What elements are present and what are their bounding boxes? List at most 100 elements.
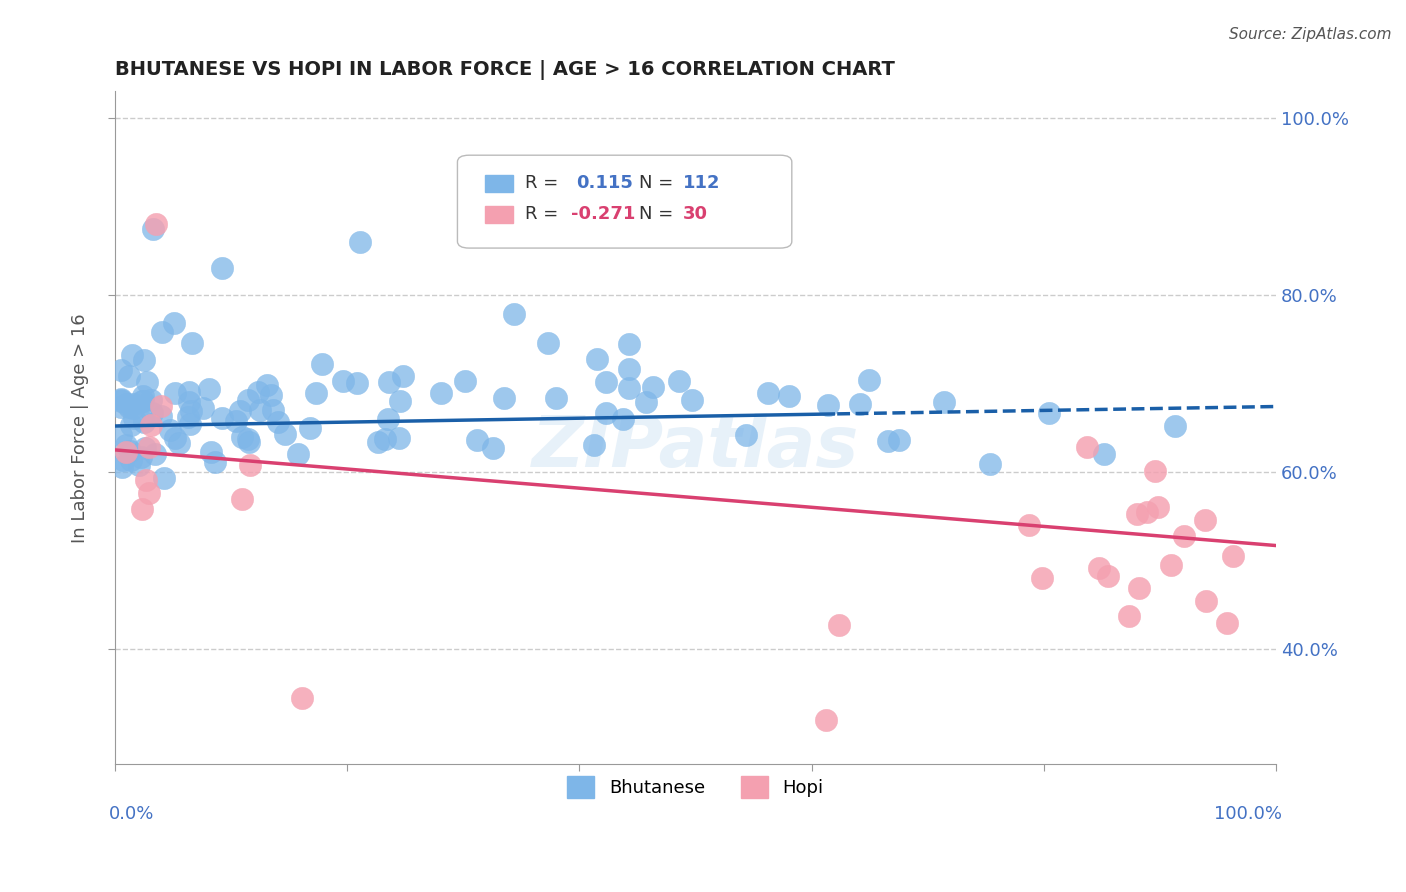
Point <box>165 432 187 446</box>
Point <box>110 393 132 408</box>
Point <box>311 357 333 371</box>
Point <box>641 380 664 394</box>
Point <box>877 434 900 449</box>
Text: 100.0%: 100.0% <box>1213 805 1282 822</box>
Point <box>231 491 253 506</box>
Point <box>1092 447 1115 461</box>
Point <box>134 441 156 455</box>
Point <box>143 447 166 461</box>
Point <box>454 374 477 388</box>
Point <box>262 402 284 417</box>
Point <box>177 395 200 409</box>
Point <box>735 428 758 442</box>
Point <box>115 445 138 459</box>
Point <box>1143 465 1166 479</box>
Point <box>374 432 396 446</box>
Text: -0.271: -0.271 <box>571 205 636 223</box>
Point <box>145 217 167 231</box>
Point <box>112 452 135 467</box>
Point <box>1173 529 1195 543</box>
Point <box>131 502 153 516</box>
Point <box>132 393 155 408</box>
Point <box>180 404 202 418</box>
Point <box>1128 581 1150 595</box>
Point <box>211 411 233 425</box>
Point <box>238 435 260 450</box>
Text: R =: R = <box>524 205 564 223</box>
Point <box>120 453 142 467</box>
Point <box>346 376 368 391</box>
Point <box>612 412 634 426</box>
Point <box>162 316 184 330</box>
Text: R =: R = <box>524 175 569 193</box>
Point <box>465 434 488 448</box>
Point <box>619 337 641 351</box>
Point <box>668 374 690 388</box>
FancyBboxPatch shape <box>457 155 792 248</box>
Point <box>150 326 173 340</box>
Point <box>139 417 162 432</box>
Point <box>135 474 157 488</box>
Point <box>586 351 609 366</box>
Point <box>492 391 515 405</box>
Point <box>828 617 851 632</box>
Legend: Bhutanese, Hopi: Bhutanese, Hopi <box>560 769 831 805</box>
Point <box>138 486 160 500</box>
Point <box>595 375 617 389</box>
Point <box>135 376 157 390</box>
Point <box>179 417 201 431</box>
Text: 112: 112 <box>683 175 720 193</box>
Point <box>817 398 839 412</box>
Point <box>634 394 657 409</box>
Point <box>110 428 132 442</box>
Point <box>291 690 314 705</box>
Text: 0.0%: 0.0% <box>110 805 155 822</box>
Point <box>129 450 152 464</box>
Point <box>778 389 800 403</box>
Point <box>163 386 186 401</box>
Point <box>118 400 141 414</box>
Point <box>367 434 389 449</box>
Point <box>132 389 155 403</box>
Point <box>238 432 260 446</box>
Point <box>503 307 526 321</box>
Point <box>153 471 176 485</box>
Point <box>378 375 401 389</box>
Point <box>114 438 136 452</box>
Text: 0.115: 0.115 <box>576 175 633 193</box>
Point <box>179 384 201 399</box>
Point <box>256 377 278 392</box>
Point <box>110 362 132 376</box>
Point <box>979 457 1001 471</box>
Point <box>128 458 150 472</box>
Text: N =: N = <box>638 205 679 223</box>
Point <box>134 353 156 368</box>
Point <box>1126 507 1149 521</box>
Point <box>1038 406 1060 420</box>
Point <box>287 447 309 461</box>
Point <box>260 388 283 402</box>
Point <box>537 335 560 350</box>
FancyBboxPatch shape <box>485 176 513 192</box>
Point <box>1222 549 1244 563</box>
Point <box>197 382 219 396</box>
Point <box>932 395 955 409</box>
Point <box>120 417 142 432</box>
Point <box>110 400 132 414</box>
Point <box>274 427 297 442</box>
Point <box>249 403 271 417</box>
Point <box>149 399 172 413</box>
Point <box>131 394 153 409</box>
Text: 30: 30 <box>683 205 707 223</box>
Point <box>392 368 415 383</box>
Point <box>229 404 252 418</box>
Point <box>200 445 222 459</box>
Point <box>377 411 399 425</box>
Point <box>177 409 200 424</box>
Point <box>617 362 640 376</box>
Point <box>388 431 411 445</box>
Point <box>142 221 165 235</box>
Point <box>193 401 215 415</box>
Point <box>1076 441 1098 455</box>
Point <box>388 393 411 408</box>
